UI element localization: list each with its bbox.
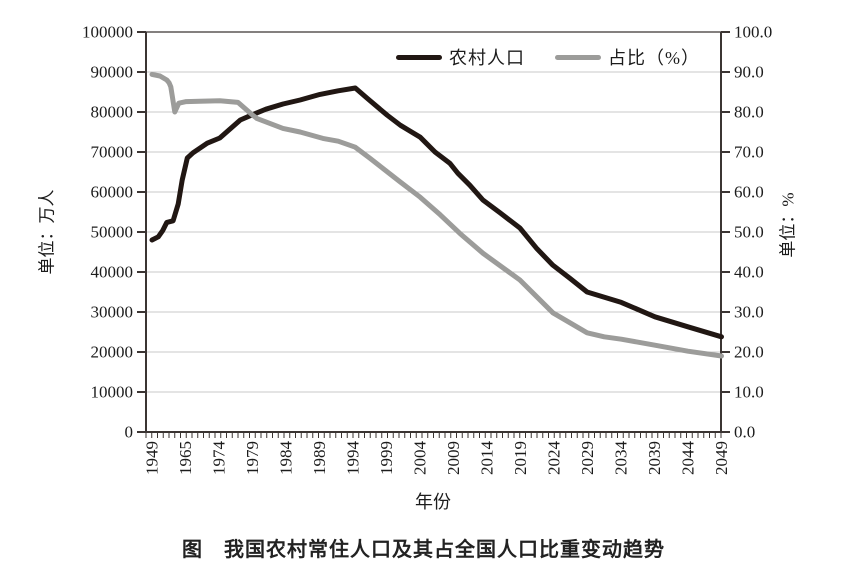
x-axis-title: 年份 <box>415 492 451 512</box>
y-right-tick-label: 80.0 <box>734 103 764 122</box>
x-tick-label: 1984 <box>277 441 296 476</box>
rural-population-line <box>149 85 724 340</box>
share-percent-line <box>149 71 724 359</box>
x-tick-label: 1979 <box>243 441 262 475</box>
y-left-tick-label: 90000 <box>91 63 134 82</box>
x-tick-label: 1974 <box>210 441 229 476</box>
x-tick-label: 1994 <box>344 441 363 476</box>
y-left-tick-label: 50000 <box>91 223 134 242</box>
x-tick-label: 2049 <box>712 441 731 475</box>
x-tick-label: 1949 <box>143 441 162 475</box>
y-left-axis-title: 单位：万人 <box>38 190 57 275</box>
x-tick-label: 2004 <box>411 441 430 476</box>
x-tick-label: 2019 <box>511 441 530 475</box>
y-right-tick-label: 60.0 <box>734 183 764 202</box>
x-tick-label: 2014 <box>478 441 497 476</box>
legend-item-rural-population: 农村人口 <box>396 44 525 70</box>
y-right-tick-label: 20.0 <box>734 343 764 362</box>
y-left-tick-label: 70000 <box>91 143 134 162</box>
y-left-tick-label: 40000 <box>91 263 134 282</box>
rural-population-line-swatch <box>396 54 442 60</box>
share-line-swatch <box>555 54 601 60</box>
legend-label-rural-population: 农村人口 <box>449 48 525 68</box>
y-left-tick-label: 0 <box>125 423 134 442</box>
x-tick-label: 1999 <box>377 441 396 475</box>
y-right-tick-label: 50.0 <box>734 223 764 242</box>
x-tick-label: 1989 <box>310 441 329 475</box>
y-left-tick-label: 100000 <box>82 23 133 42</box>
x-tick-label: 2039 <box>645 441 664 475</box>
y-right-tick-label: 10.0 <box>734 383 764 402</box>
y-right-tick-label: 40.0 <box>734 263 764 282</box>
y-left-tick-label: 10000 <box>91 383 134 402</box>
legend-label-share: 占比（%） <box>608 48 700 68</box>
y-left-tick-label: 20000 <box>91 343 134 362</box>
y-left-tick-label: 30000 <box>91 303 134 322</box>
y-right-tick-label: 30.0 <box>734 303 764 322</box>
y-right-axis-title: 单位：% <box>779 192 798 257</box>
y-left-tick-label: 60000 <box>91 183 134 202</box>
legend-item-share: 占比（%） <box>555 44 700 70</box>
legend: 农村人口 占比（%） <box>396 44 700 70</box>
x-tick-label: 2044 <box>679 441 698 476</box>
y-right-tick-label: 90.0 <box>734 63 764 82</box>
y-right-tick-label: 100.0 <box>734 23 772 42</box>
y-right-tick-label: 0.0 <box>734 423 755 442</box>
x-tick-label: 2034 <box>612 441 631 476</box>
y-right-tick-label: 70.0 <box>734 143 764 162</box>
y-left-tick-label: 80000 <box>91 103 134 122</box>
x-tick-label: 2029 <box>578 441 597 475</box>
x-tick-label: 2009 <box>444 441 463 475</box>
x-tick-label: 1965 <box>176 441 195 475</box>
x-tick-label: 2024 <box>545 441 564 476</box>
figure-caption: 图 我国农村常住人口及其占全国人口比重变动趋势 <box>182 539 665 561</box>
